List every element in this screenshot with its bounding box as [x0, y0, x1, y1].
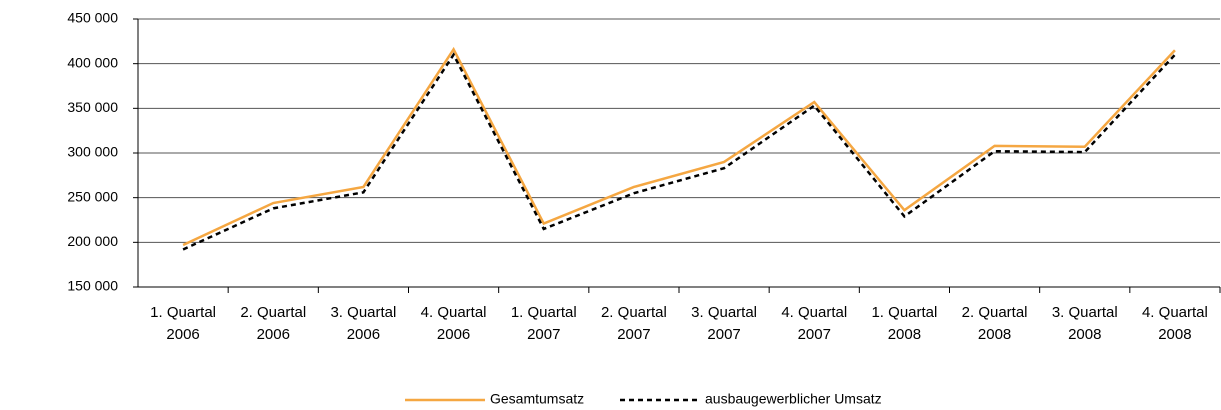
x-tick-label: 4. Quartal 2008: [1141, 304, 1208, 343]
x-tick-label: 1. Quartal 2007: [510, 304, 577, 343]
x-tick-label: 1. Quartal 2008: [871, 304, 938, 343]
series-line: [182, 46, 1176, 247]
y-tick-label: 250 000: [67, 188, 118, 204]
x-tick-label: 3. Quartal 2006: [330, 304, 397, 343]
legend-label: ausbaugewerblicher Umsatz: [705, 391, 882, 407]
y-tick-label: 400 000: [67, 54, 118, 70]
legend-label: Gesamtumsatz: [490, 391, 584, 407]
x-tick-label: 3. Quartal 2008: [1051, 304, 1118, 343]
x-tick-label: 1. Quartal 2006: [150, 304, 217, 343]
y-tick-label: 300 000: [67, 144, 118, 160]
x-tick-label: 2. Quartal 2008: [961, 304, 1028, 343]
x-tick-label: 2. Quartal 2006: [240, 304, 307, 343]
x-tick-label: 4. Quartal 2007: [781, 304, 848, 343]
x-tick-label: 3. Quartal 2007: [691, 304, 758, 343]
y-tick-label: 450 000: [67, 10, 118, 26]
y-tick-label: 200 000: [67, 233, 118, 249]
series-line: [182, 52, 1176, 251]
x-tick-label: 2. Quartal 2007: [600, 304, 667, 343]
y-tick-label: 150 000: [67, 278, 118, 294]
y-tick-label: 350 000: [67, 99, 118, 115]
x-tick-label: 4. Quartal 2006: [420, 304, 487, 343]
